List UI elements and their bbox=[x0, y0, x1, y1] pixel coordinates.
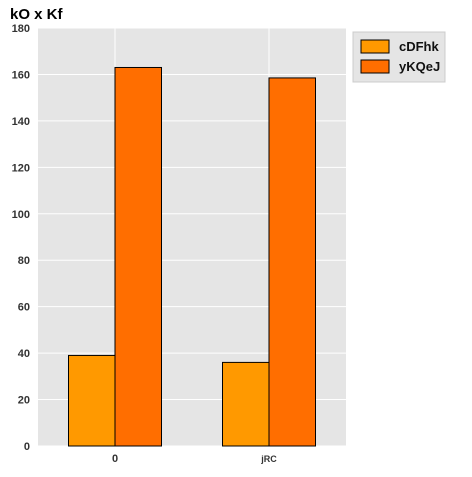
y-tick-label: 80 bbox=[18, 255, 30, 267]
bar-yKQeJ-jRC bbox=[268, 77, 316, 447]
y-tick-label: 180 bbox=[12, 23, 30, 35]
legend-label: yKQeJ bbox=[399, 59, 440, 74]
legend: cDFhk yKQeJ bbox=[352, 31, 446, 83]
y-tick-label: 100 bbox=[12, 209, 30, 221]
y-tick-label: 0 bbox=[24, 441, 30, 453]
legend-label: cDFhk bbox=[399, 39, 440, 54]
axes: 0 20 40 60 80 100 120 140 160 180 0 jRC bbox=[12, 23, 278, 465]
bars bbox=[68, 66, 316, 447]
x-tick-label: jRC bbox=[260, 454, 277, 464]
y-tick-label: 140 bbox=[12, 116, 30, 128]
bar-cDFhk-jRC bbox=[222, 361, 270, 447]
y-tick-label: 160 bbox=[12, 69, 30, 81]
legend-swatch-yKQeJ bbox=[360, 59, 390, 74]
y-tick-label: 120 bbox=[12, 162, 30, 174]
x-tick-label: 0 bbox=[112, 453, 118, 465]
chart-title: kO x Kf bbox=[10, 6, 64, 23]
y-tick-label: 20 bbox=[18, 395, 30, 407]
y-tick-label: 60 bbox=[18, 302, 30, 314]
bar-cDFhk-0 bbox=[68, 354, 116, 447]
y-tick-label: 40 bbox=[18, 348, 30, 360]
legend-swatch-cDFhk bbox=[360, 39, 390, 54]
bar-yKQeJ-0 bbox=[114, 66, 162, 447]
